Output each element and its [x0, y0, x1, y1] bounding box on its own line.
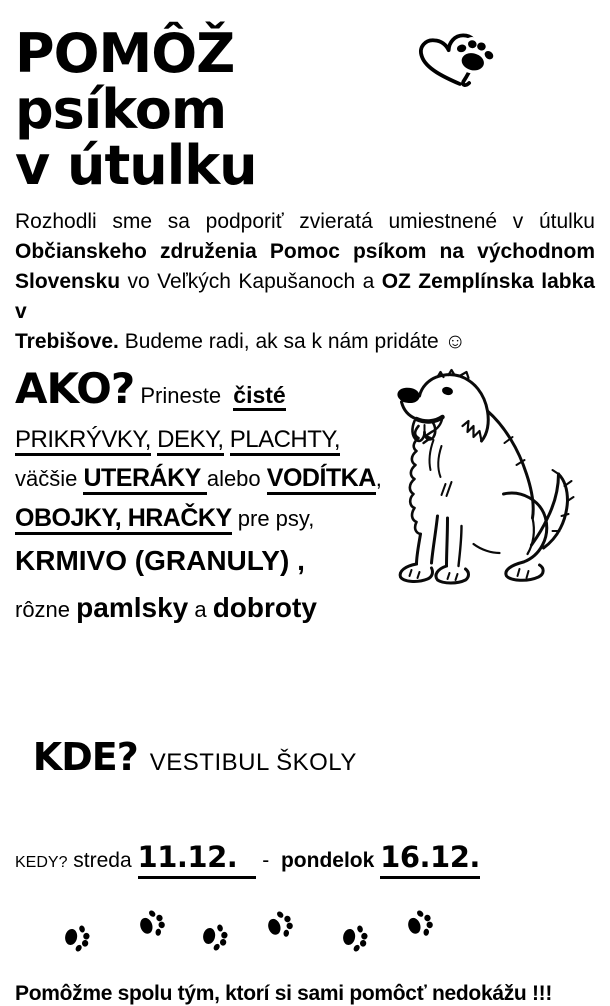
- paw-print-icon: [268, 911, 293, 937]
- how-section: AKO? Prineste čisté PRIKRÝVKY, DEKY, PLA…: [15, 366, 595, 628]
- text-segment: 16.12.: [380, 840, 480, 879]
- footer-slogan: Pomôžme spolu tým, ktorí si sami pomôcť …: [15, 982, 553, 1005]
- text-segment: väčšie: [15, 466, 84, 491]
- text-segment: pamlsky: [76, 592, 189, 623]
- paw-print-icon: [343, 925, 368, 952]
- title-line-2: v útulku: [15, 134, 258, 197]
- text-segment: pondelok: [275, 849, 381, 872]
- text-segment: Trebišove.: [15, 330, 119, 353]
- text-segment: OZ Zemplínska labka v: [15, 270, 595, 323]
- text-segment: Rozhodli sme sa podporiť zvieratá umiest…: [15, 210, 595, 233]
- text-segment: ,: [375, 466, 382, 491]
- text-segment: streda: [67, 849, 138, 872]
- header: POMÔŽ psíkom v útulku: [15, 26, 595, 194]
- text-segment: Prineste: [134, 383, 234, 408]
- text-segment: 11.12.: [137, 840, 257, 879]
- text-segment: KEDY?: [15, 854, 68, 871]
- text-segment: Občianskeho združenia Pomoc psíkom na vý…: [15, 240, 595, 263]
- paw-prints-row: [15, 907, 595, 953]
- text-segment: PRIKRÝVKY,: [15, 426, 151, 456]
- paw-print-icon: [65, 925, 90, 952]
- where-value: VESTIBUL ŠKOLY: [149, 749, 357, 776]
- text-segment: DEKY,: [157, 426, 224, 456]
- text-segment: vo Veľkých Kapušanoch a: [120, 270, 382, 293]
- when-row: KEDY? streda 11.12. - pondelok 16.12.: [15, 833, 595, 887]
- text-segment: čisté: [233, 382, 286, 411]
- where-label: KDE?: [32, 735, 139, 779]
- intro-line: Rozhodli sme sa podporiť zvieratá umiest…: [15, 207, 595, 237]
- text-segment: Slovensku: [15, 270, 121, 293]
- how-line: AKO? Prineste čisté: [15, 366, 383, 422]
- text-segment: -: [256, 849, 276, 872]
- how-line: OBOJKY, HRAČKY pre psy,: [15, 500, 383, 540]
- where-row: KDE? VESTIBUL ŠKOLY: [15, 694, 595, 829]
- text-segment: Budeme radi, ak sa k nám pridáte ☺: [118, 330, 466, 353]
- paw-print-icon: [203, 924, 228, 951]
- paw-print-icon: [140, 910, 165, 936]
- intro-line: Občianskeho združenia Pomoc psíkom na vý…: [15, 237, 595, 267]
- intro-line: Slovensku vo Veľkých Kapušanoch a OZ Zem…: [15, 267, 595, 327]
- text-segment: dobroty: [212, 592, 317, 623]
- how-text-column: AKO? Prineste čisté PRIKRÝVKY, DEKY, PLA…: [15, 366, 383, 628]
- text-segment: rôzne: [15, 597, 77, 622]
- paw-print-icon: [453, 36, 497, 74]
- dog-illustration-wrap: [383, 366, 595, 628]
- text-segment: VODÍTKA: [266, 464, 376, 495]
- intro-line: Trebišove. Budeme radi, ak sa k nám prid…: [15, 327, 595, 357]
- how-line: väčšie UTERÁKY alebo VODÍTKA,: [15, 460, 383, 500]
- paw-print-icon: [408, 910, 433, 936]
- sitting-dog-illustration: [397, 368, 575, 585]
- text-segment: UTERÁKY: [83, 464, 207, 495]
- text-segment: PLACHTY,: [229, 426, 341, 456]
- text-segment: AKO?: [15, 364, 135, 413]
- text-segment: alebo: [206, 466, 267, 491]
- text-segment: pre psy,: [231, 506, 315, 531]
- title-line-1: POMÔŽ psíkom: [15, 22, 235, 141]
- intro-paragraph: Rozhodli sme sa podporiť zvieratá umiest…: [15, 207, 595, 357]
- text-segment: a: [188, 597, 213, 622]
- how-line: PRIKRÝVKY, DEKY, PLACHTY,: [15, 422, 383, 460]
- flyer-page: POMÔŽ psíkom v útulku: [15, 26, 595, 1005]
- how-line: KRMIVO (GRANULY) ,: [15, 546, 383, 581]
- page-title: POMÔŽ psíkom v útulku: [15, 26, 415, 194]
- text-segment: [224, 426, 230, 453]
- text-segment: KRMIVO (GRANULY) ,: [15, 545, 305, 576]
- heart-paw-icon: [419, 33, 497, 87]
- how-line: rôzne pamlsky a dobroty: [15, 593, 383, 628]
- text-segment: OBOJKY, HRAČKY: [15, 504, 232, 535]
